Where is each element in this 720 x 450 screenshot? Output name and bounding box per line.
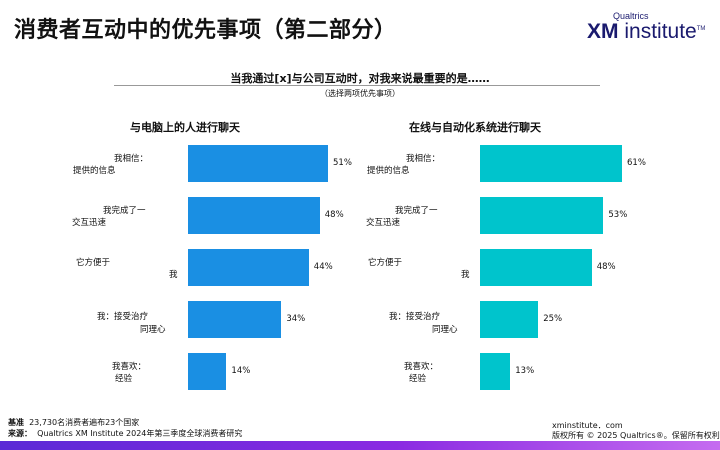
value-label: 53% <box>608 210 628 220</box>
category-label: 我 <box>169 270 178 280</box>
bar <box>480 353 511 390</box>
bar <box>480 301 539 338</box>
footer-base: 基准 23,730名消费者遍布23个国家 <box>8 417 139 428</box>
logo-wordmark: XM instituteTM <box>587 20 705 44</box>
category-label: 它方便于 <box>76 258 111 268</box>
question-note: （选择两项优先事项） <box>320 89 400 98</box>
category-label: 交互迅速 <box>366 218 401 228</box>
bar <box>188 301 282 338</box>
category-label: 我喜欢： <box>112 362 147 372</box>
bar <box>480 197 604 234</box>
category-label: 我完成了一 <box>395 206 438 216</box>
category-label: 同理心 <box>140 325 166 335</box>
bar <box>188 145 328 182</box>
logo-institute: institute <box>624 20 697 43</box>
base-label: 基准 <box>8 418 24 427</box>
source-label: 来源： <box>8 429 32 438</box>
value-label: 34% <box>286 314 306 324</box>
footer-site: xminstitute．com <box>552 421 623 430</box>
category-label: 我相信： <box>114 154 149 164</box>
value-label: 48% <box>324 210 344 220</box>
value-label: 25% <box>543 314 563 324</box>
bar <box>188 249 309 286</box>
source-text: Qualtrics XM Institute 2024年第三季度全球消费者研究 <box>37 429 243 438</box>
category-label: 同理心 <box>432 325 458 335</box>
value-label: 14% <box>231 366 251 376</box>
category-label: 我喜欢： <box>404 362 439 372</box>
value-label: 44% <box>313 262 333 272</box>
chart-title: 在线与自动化系统进行聊天 <box>409 121 541 134</box>
bar <box>480 249 592 286</box>
value-label: 51% <box>333 158 352 168</box>
category-label: 交互迅速 <box>72 218 107 228</box>
category-label: 提供的信息 <box>367 166 410 176</box>
bar <box>480 145 622 182</box>
category-label: 它方便于 <box>368 258 403 268</box>
category-label: 我相信： <box>406 154 441 164</box>
category-label: 经验 <box>115 374 133 384</box>
value-label: 13% <box>515 366 535 376</box>
category-label: 提供的信息 <box>73 166 116 176</box>
footer-source: 来源： Qualtrics XM Institute 2024年第三季度全球消费… <box>8 428 242 439</box>
logo-xm: XM <box>587 20 619 43</box>
category-label: 经验 <box>409 374 427 384</box>
category-label: 我：接受治疗 <box>97 312 149 322</box>
value-label: 61% <box>627 158 646 168</box>
bottom-accent-bar <box>0 441 720 450</box>
base-text: 23,730名消费者遍布23个国家 <box>29 418 140 427</box>
logo-tm: TM <box>696 26 706 32</box>
value-label: 48% <box>596 262 616 272</box>
footer-copyright: 版权所有 © 2025 Qualtrics®。保留所有权利 <box>552 431 720 440</box>
bar <box>188 353 227 390</box>
page-title: 消费者互动中的优先事项（第二部分） <box>14 18 397 43</box>
chart-title: 与电脑上的人进行聊天 <box>130 121 240 134</box>
category-label: 我 <box>461 270 470 280</box>
question-divider <box>114 85 600 86</box>
category-label: 我：接受治疗 <box>389 312 441 322</box>
survey-question: 当我通过[x]与公司互动时，对我来说最重要的是…… <box>230 72 490 85</box>
category-label: 我完成了一 <box>103 206 146 216</box>
logo-qualtrics-text: Qualtrics <box>613 11 649 21</box>
bar <box>188 197 320 234</box>
